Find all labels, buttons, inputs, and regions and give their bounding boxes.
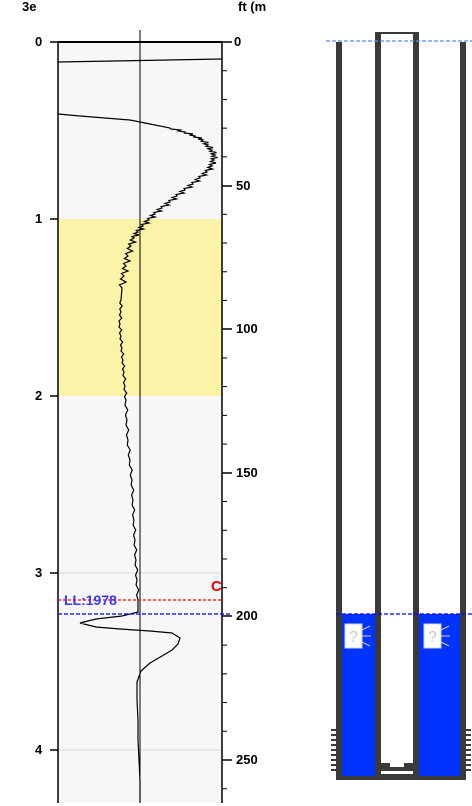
log-panel: 3e ft (m 0 1 2 3 4 0 50 100 150 xyxy=(22,0,266,803)
left-tick-label-2: 2 xyxy=(35,388,42,403)
outer-casing-left xyxy=(336,42,342,778)
left-axis-label: 3e xyxy=(22,0,36,14)
right-tick-label-100: 100 xyxy=(236,321,258,336)
right-axis-label: ft (m xyxy=(238,0,266,14)
unknown-marker-left: ? xyxy=(344,623,371,649)
unknown-glyph-right: ? xyxy=(428,629,437,646)
unknown-glyph-left: ? xyxy=(349,629,358,646)
right-tick-label-200: 200 xyxy=(236,608,258,623)
left-tick-label-4: 4 xyxy=(35,742,43,757)
right-axis-ticks: 0 50 100 150 200 250 xyxy=(222,34,258,767)
log-curve xyxy=(57,113,218,803)
right-tick-label-150: 150 xyxy=(236,465,258,480)
well-diagram: ? ? xyxy=(326,32,472,780)
right-tick-label-50: 50 xyxy=(236,178,250,193)
right-axis-minor-ticks xyxy=(222,70,227,790)
screen-slots xyxy=(331,729,471,771)
level-label: LL:1978 xyxy=(64,592,117,608)
outer-casing-bottom xyxy=(336,776,466,780)
left-tick-label-1: 1 xyxy=(35,211,42,226)
inner-tube-wall-right xyxy=(413,33,418,775)
outer-casing-right xyxy=(460,42,466,778)
left-axis-ticks: 0 1 2 3 4 xyxy=(35,34,58,757)
inner-tube xyxy=(375,32,419,776)
inner-tube-wall-left xyxy=(376,33,381,775)
unknown-marker-right: ? xyxy=(423,623,450,649)
right-tick-label-0: 0 xyxy=(234,34,241,49)
inner-tube-cap-gap xyxy=(390,763,404,767)
second-top-line xyxy=(57,58,223,63)
left-tick-label-0: 0 xyxy=(35,34,42,49)
left-tick-label-3: 3 xyxy=(35,565,42,580)
red-marker-letter: C xyxy=(211,578,222,595)
right-tick-label-250: 250 xyxy=(236,752,258,767)
